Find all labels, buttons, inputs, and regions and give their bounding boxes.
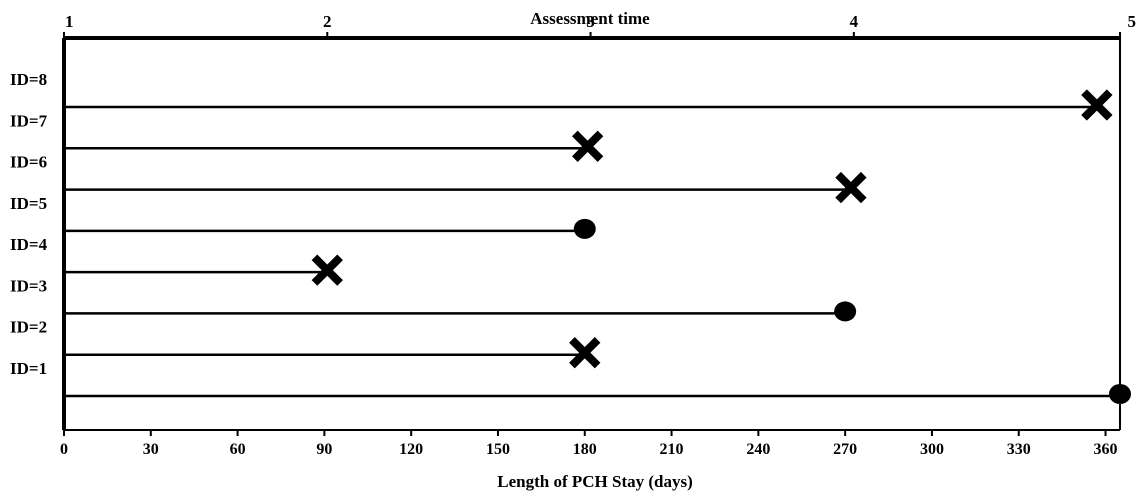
top-tick-label: 4 — [850, 12, 859, 31]
bottom-tick-label: 180 — [573, 441, 597, 458]
row-label: ID=8 — [10, 70, 47, 89]
bottom-tick-label: 300 — [920, 441, 944, 458]
bottom-tick-label: 150 — [486, 441, 510, 458]
bottom-tick-label: 330 — [1007, 441, 1031, 458]
row-label: ID=4 — [10, 235, 48, 254]
circle-marker — [573, 218, 596, 239]
top-tick-label: 3 — [586, 12, 595, 31]
bottom-axis-title: Length of PCH Stay (days) — [497, 472, 693, 491]
cross-marker — [311, 254, 343, 286]
bottom-tick-label: 360 — [1094, 441, 1118, 458]
circle-marker — [834, 301, 857, 322]
row-label: ID=5 — [10, 194, 47, 213]
circle-marker — [1109, 384, 1131, 404]
bottom-tick-label: 60 — [230, 441, 246, 458]
plot-frame — [62, 36, 1121, 431]
subject-row: ID=5 — [10, 194, 596, 239]
bottom-tick-label: 0 — [60, 441, 68, 458]
subject-row: ID=3 — [10, 276, 857, 322]
top-tick-label: 5 — [1128, 12, 1137, 31]
row-label: ID=3 — [10, 276, 47, 295]
bottom-tick-label: 210 — [660, 441, 684, 458]
cross-marker — [1081, 89, 1113, 121]
cross-marker — [572, 130, 604, 162]
subject-row: ID=1 — [10, 359, 1131, 404]
bottom-tick-label: 30 — [143, 441, 159, 458]
bottom-tick-label: 270 — [833, 441, 857, 458]
bottom-tick-label: 120 — [399, 441, 423, 458]
bottom-tick-label: 90 — [316, 441, 332, 458]
subject-row: ID=7 — [10, 111, 604, 162]
subject-rows: ID=8 ID=7 ID=6 ID=5 ID=4 ID=3 ID=2 ID=1 — [10, 70, 1131, 404]
row-label: ID=1 — [10, 359, 47, 378]
row-label: ID=2 — [10, 318, 47, 337]
row-label: ID=7 — [10, 111, 48, 130]
cross-marker — [835, 171, 867, 204]
subject-row: ID=6 — [10, 153, 867, 204]
cross-marker — [569, 337, 601, 369]
subject-row: ID=8 — [10, 70, 1113, 121]
bottom-tick-label: 240 — [746, 441, 770, 458]
top-tick-label: 2 — [323, 12, 332, 31]
top-axis-title: Assessment time — [530, 9, 650, 28]
bottom-axis-ticks: 0 30 60 90 120 150 180 210 240 270 300 330 360 — [60, 430, 1118, 458]
subject-row: ID=4 — [10, 235, 343, 286]
row-label: ID=6 — [10, 153, 47, 172]
top-tick-label: 1 — [65, 12, 74, 31]
subject-row: ID=2 — [10, 318, 601, 369]
